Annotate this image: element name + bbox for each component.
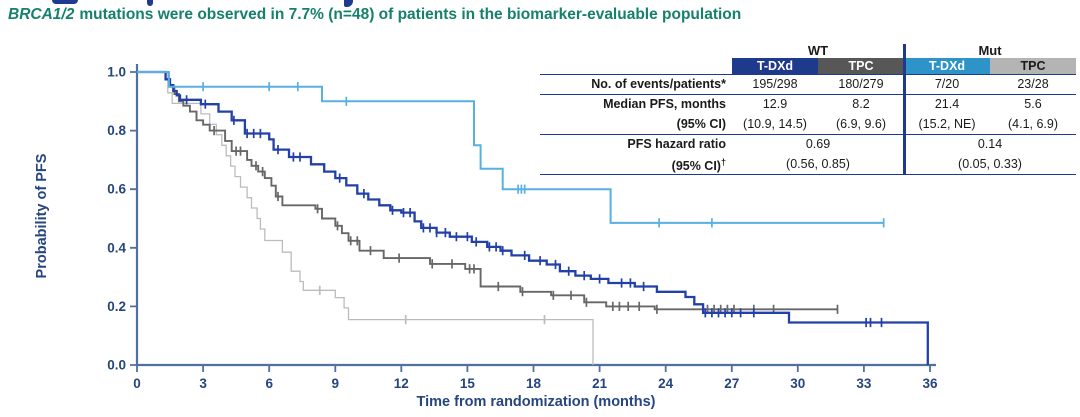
gene-name-italic: BRCA1/2 [8,6,75,23]
row-label: Median PFS, months [603,97,726,111]
group-header-wt: WT [807,43,829,58]
x-tick-label: 9 [332,376,340,391]
dagger-footnote-marker: † [720,156,726,167]
slide-subtitle: BRCA1/2 mutations were observed in 7.7% (… [8,6,1008,24]
table-cell: (10.9, 14.5) [743,117,807,131]
x-tick-label: 21 [592,376,608,391]
x-axis-ticks [136,365,931,372]
table-row-events: No. of events/patients* 195/298 180/279 … [540,74,1076,94]
table-cell: 8.2 [852,97,870,111]
column-header-wt-tpc: TPC [818,58,904,74]
x-tick-label: 18 [526,376,542,391]
table-cell: 21.4 [934,97,960,111]
results-table: WT Mut T-DXd TPC T-DXd TPC No. of events… [540,44,1076,175]
censor-ticks-wt-tpc [213,126,839,314]
table-cell: 5.6 [1024,97,1042,111]
x-tick-label: 33 [856,376,872,391]
x-tick-label: 15 [460,376,476,391]
cropped-heading-fragment [147,0,153,6]
table-bottom-border [540,174,1076,175]
table-cell: 180/279 [838,77,884,91]
x-tick-label: 3 [199,376,207,391]
table-row-hazard-ci: (95% CI)† (0.56, 0.85) (0.05, 0.33) [540,154,1076,174]
table-cell-merged: (0.56, 0.85) [786,157,850,171]
row-label: PFS hazard ratio [627,137,726,151]
column-header-mut-tdxd: T-DXd [904,58,990,74]
km-curve-mut-t-dxd [137,71,884,224]
y-axis-title: Probability of PFS [34,153,50,278]
y-tick-label: 0.2 [107,299,126,314]
x-tick-label: 24 [658,376,674,391]
x-tick-label: 0 [133,376,141,391]
censor-ticks-mut-t-dxd [202,82,885,228]
table-cell: (6.9, 9.6) [835,117,887,131]
row-label: (95% CI) [676,117,726,131]
column-header-wt-tdxd: T-DXd [732,58,818,74]
x-tick-label: 27 [724,376,739,391]
x-tick-label: 6 [265,376,273,391]
table-cell: 195/298 [752,77,798,91]
table-group-header-row: WT Mut [540,44,1076,58]
cropped-heading-fragment [52,0,78,4]
table-cell-merged: (0.05, 0.33) [958,157,1022,171]
x-tick-label: 30 [790,376,805,391]
censor-ticks-mut-tpc [318,285,546,325]
table-cell: (15.2, NE) [918,117,976,131]
group-header-mut: Mut [978,43,1002,58]
x-axis-title: Time from randomization (months) [417,394,656,410]
x-tick-label: 36 [922,376,938,391]
table-cell: 12.9 [762,97,788,111]
cropped-heading-fragment [344,0,353,7]
y-tick-label: 0.8 [107,123,126,138]
km-curve-wt-tpc [137,71,838,311]
row-label: No. of events/patients* [591,77,726,91]
column-header-mut-tpc: TPC [990,58,1076,74]
y-tick-label: 1.0 [107,65,126,80]
table-cell: 23/28 [1017,77,1049,91]
table-cell: (4.1, 6.9) [1007,117,1059,131]
subtitle-text: mutations were observed in 7.7% (n=48) o… [79,6,742,23]
table-cell: 7/20 [934,77,960,91]
wt-mut-divider [903,44,906,175]
table-cell-merged: 0.14 [977,137,1003,151]
table-row-median: Median PFS, months 12.9 8.2 21.4 5.6 [540,94,1076,114]
y-tick-label: 0.4 [107,240,126,255]
table-column-header-row: T-DXd TPC T-DXd TPC [540,58,1076,74]
y-tick-label: 0.0 [107,358,126,373]
x-tick-label: 12 [394,376,409,391]
table-row-median-ci: (95% CI) (10.9, 14.5) (6.9, 9.6) (15.2, … [540,114,1076,134]
km-curve-mut-tpc [137,71,594,365]
table-cell-merged: 0.69 [805,137,831,151]
table-row-hazard-ratio: PFS hazard ratio 0.69 0.14 [540,134,1076,154]
km-curve-wt-t-dxd [137,70,929,365]
y-tick-label: 0.6 [107,182,126,197]
row-label: (95% CI)† [671,156,726,174]
censor-ticks-wt-t-dxd [185,95,883,328]
y-axis-ticks [130,71,137,366]
